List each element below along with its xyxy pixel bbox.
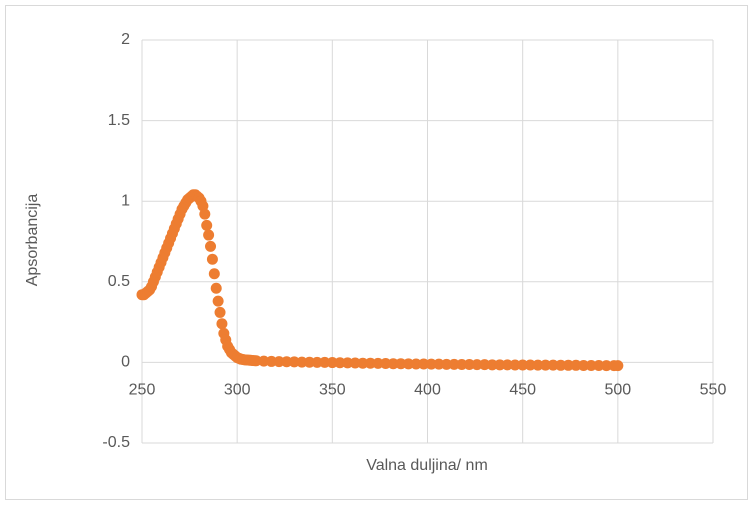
data-point (593, 359, 605, 371)
data-point (517, 359, 529, 371)
data-point (456, 358, 468, 370)
data-point (303, 356, 315, 368)
data-point (463, 358, 475, 370)
data-point (372, 357, 384, 369)
data-point (357, 357, 369, 369)
data-point (585, 359, 597, 371)
data-point (501, 359, 513, 371)
data-point (216, 318, 228, 330)
data-point (578, 359, 590, 371)
y-axis-label: Apsorbancija (24, 194, 41, 287)
y-tick-label: 0 (121, 354, 130, 371)
data-point (387, 358, 399, 370)
data-point (612, 360, 624, 372)
data-point (562, 359, 574, 371)
data-point (402, 358, 414, 370)
y-tick-label: 0.5 (108, 273, 130, 290)
data-point (208, 268, 220, 280)
x-tick-label: 300 (224, 382, 251, 399)
data-point (311, 356, 323, 368)
data-point (570, 359, 582, 371)
data-point (349, 357, 361, 369)
data-point (555, 359, 567, 371)
data-point (410, 358, 422, 370)
chart-border (5, 5, 748, 500)
data-point (201, 219, 213, 231)
data-point (319, 356, 331, 368)
data-point (479, 359, 491, 371)
x-tick-label: 250 (129, 382, 156, 399)
data-point (524, 359, 536, 371)
data-point (425, 358, 437, 370)
data-point (342, 357, 354, 369)
data-point (532, 359, 544, 371)
data-point (288, 356, 300, 368)
data-point (214, 306, 226, 318)
y-tick-label: 2 (121, 31, 130, 48)
data-point (441, 358, 453, 370)
data-point (206, 253, 218, 265)
data-point (509, 359, 521, 371)
x-tick-label: 500 (604, 382, 631, 399)
data-point (494, 359, 506, 371)
x-tick-label: 450 (509, 382, 536, 399)
data-point (210, 282, 222, 294)
data-point (547, 359, 559, 371)
data-point (448, 358, 460, 370)
data-point (364, 357, 376, 369)
data-point (395, 358, 407, 370)
data-point (334, 357, 346, 369)
data-point (486, 359, 498, 371)
y-tick-label: -0.5 (102, 434, 130, 451)
x-axis-label: Valna duljina/ nm (366, 457, 488, 474)
y-tick-label: 1.5 (108, 112, 130, 129)
x-tick-label: 400 (414, 382, 441, 399)
data-point (203, 229, 215, 241)
data-point (540, 359, 552, 371)
x-tick-label: 350 (319, 382, 346, 399)
x-tick-label: 550 (700, 382, 727, 399)
data-point (273, 356, 285, 368)
y-tick-label: 1 (121, 192, 130, 209)
data-point (296, 356, 308, 368)
data-point (281, 356, 293, 368)
data-point (418, 358, 430, 370)
data-point (433, 358, 445, 370)
data-point (199, 208, 211, 220)
data-point (212, 295, 224, 307)
data-point (380, 358, 392, 370)
data-point (205, 240, 217, 252)
data-point (326, 357, 338, 369)
data-point (600, 360, 612, 372)
data-point (471, 359, 483, 371)
data-point (265, 355, 277, 367)
